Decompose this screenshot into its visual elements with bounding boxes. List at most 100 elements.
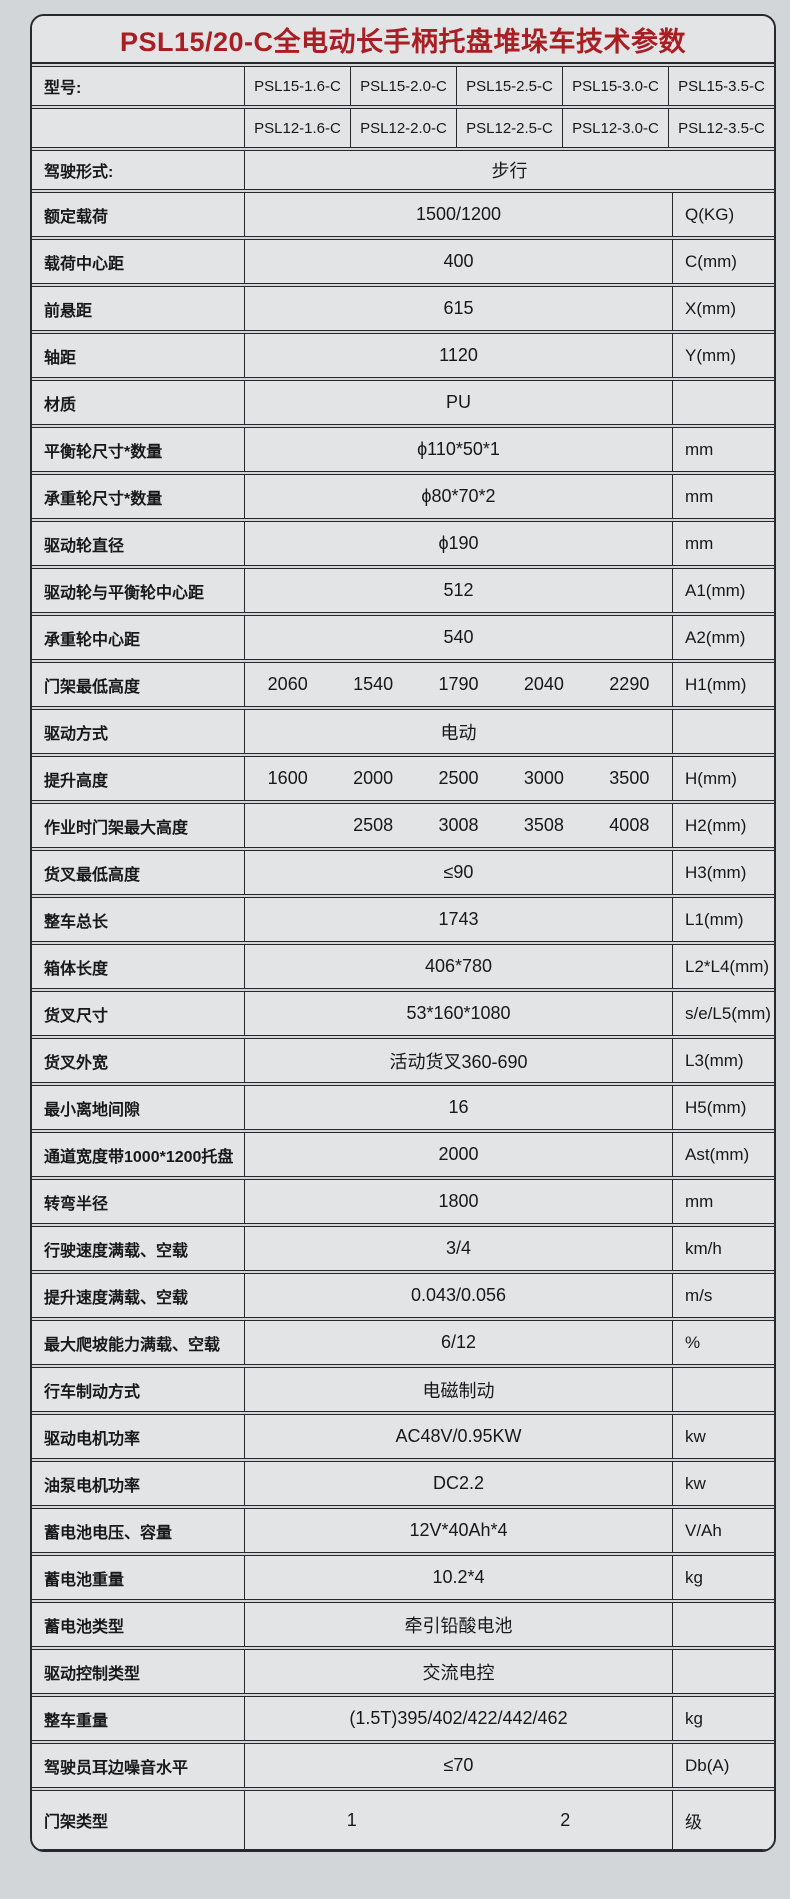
spec-value: ≤90 bbox=[244, 851, 672, 894]
spec-label: 前悬距 bbox=[44, 302, 93, 320]
spec-value: 400 bbox=[244, 240, 672, 283]
spec-value: 1800 bbox=[244, 1180, 672, 1223]
spec-value: ϕ190 bbox=[244, 522, 672, 565]
spec-row: 行车制动方式 电磁制动 bbox=[32, 1367, 774, 1412]
spec-value: 512 bbox=[244, 569, 672, 612]
spec-label: 行车制动方式 bbox=[44, 1383, 141, 1401]
model-cell: PSL12-2.5-C bbox=[456, 109, 562, 147]
spec-value: 电动 bbox=[244, 710, 672, 753]
spec-value: 1743 bbox=[244, 898, 672, 941]
spec-label: 最大爬坡能力满载、空载 bbox=[44, 1336, 221, 1354]
value-slots: 1600 2000 2500 3000 3500 bbox=[245, 768, 672, 789]
spec-unit: H2(mm) bbox=[672, 804, 774, 847]
spec-value: 步行 bbox=[244, 151, 774, 189]
spec-value: AC48V/0.95KW bbox=[244, 1415, 672, 1458]
spec-row: 额定载荷 1500/1200 Q(KG) bbox=[32, 192, 774, 237]
value-slot: 2508 bbox=[353, 815, 394, 835]
spec-label: 蓄电池电压、容量 bbox=[44, 1524, 173, 1542]
model-cell: PSL12-2.0-C bbox=[350, 109, 456, 147]
spec-row: 蓄电池类型 牵引铅酸电池 bbox=[32, 1602, 774, 1647]
spec-row: 最大爬坡能力满载、空载 6/12% bbox=[32, 1320, 774, 1365]
value-slot: 3500 bbox=[609, 768, 650, 788]
spec-unit: Y(mm) bbox=[672, 334, 774, 377]
spec-value: 1120 bbox=[244, 334, 672, 377]
spec-label: 驱动控制类型 bbox=[44, 1665, 141, 1683]
spec-label: 型号: bbox=[44, 80, 82, 97]
spec-row: 平衡轮尺寸*数量 ϕ110*50*1 mm bbox=[32, 427, 774, 472]
spec-value: 6/12 bbox=[244, 1321, 672, 1364]
spec-value: 16 bbox=[244, 1086, 672, 1129]
model-cell: PSL15-2.0-C bbox=[350, 67, 456, 105]
spec-value: 2000 bbox=[244, 1133, 672, 1176]
spec-value: DC2.2 bbox=[244, 1462, 672, 1505]
spec-row: 油泵电机功率 DC2.2 kw bbox=[32, 1461, 774, 1506]
spec-unit: L1(mm) bbox=[672, 898, 774, 941]
model-cell: PSL12-3.0-C bbox=[562, 109, 668, 147]
spec-row: 驱动轮直径 ϕ190 mm bbox=[32, 521, 774, 566]
spec-unit: kw bbox=[672, 1415, 774, 1458]
spec-label: 作业时门架最大高度 bbox=[44, 819, 189, 837]
spec-value: ϕ80*70*2 bbox=[244, 475, 672, 518]
spec-value: 电磁制动 bbox=[244, 1368, 672, 1411]
spec-label bbox=[32, 109, 244, 147]
spec-label: 门架最低高度 bbox=[44, 678, 141, 696]
spec-row: 载荷中心距 400 C(mm) bbox=[32, 239, 774, 284]
value-slot: 1600 bbox=[267, 768, 308, 788]
model-cell: PSL15-2.5-C bbox=[456, 67, 562, 105]
value-slot bbox=[245, 815, 330, 836]
spec-value: (1.5T)395/402/422/442/462 bbox=[244, 1697, 672, 1740]
spec-row: 驾驶员耳边噪音水平 ≤70 Db(A) bbox=[32, 1743, 774, 1788]
model-cell: PSL15-3.0-C bbox=[562, 67, 668, 105]
spec-unit: mm bbox=[672, 428, 774, 471]
model-cell: PSL15-1.6-C bbox=[244, 67, 350, 105]
spec-unit: mm bbox=[672, 1180, 774, 1223]
spec-value: 615 bbox=[244, 287, 672, 330]
spec-value: 406*780 bbox=[244, 945, 672, 988]
value-slots: 2508 3008 3508 4008 bbox=[245, 815, 672, 836]
spec-row: 蓄电池重量 10.2*4 kg bbox=[32, 1555, 774, 1600]
spec-label: 驱动方式 bbox=[44, 725, 109, 743]
spec-rows-container: 型号: PSL15-1.6-C PSL15-2.0-C PSL15-2.5-C PSL1… bbox=[32, 66, 774, 1850]
spec-label: 提升高度 bbox=[44, 772, 109, 790]
spec-value: 1600 2000 2500 3000 3500 bbox=[244, 757, 672, 800]
spec-label: 平衡轮尺寸*数量 bbox=[44, 443, 163, 461]
spec-value: 1500/1200 bbox=[244, 193, 672, 236]
spec-label: 驱动轮与平衡轮中心距 bbox=[44, 584, 205, 602]
spec-row: 驱动方式 电动 bbox=[32, 709, 774, 754]
spec-label: 货叉尺寸 bbox=[44, 1007, 109, 1025]
spec-label: 驾驶员耳边噪音水平 bbox=[44, 1759, 189, 1777]
spec-unit: kg bbox=[672, 1697, 774, 1740]
spec-row: 行驶速度满载、空载 3/4 km/h bbox=[32, 1226, 774, 1271]
spec-row: 驱动电机功率 AC48V/0.95KW kw bbox=[32, 1414, 774, 1459]
spec-unit: A2(mm) bbox=[672, 616, 774, 659]
spec-label: 转弯半径 bbox=[44, 1195, 109, 1213]
spec-row: 转弯半径 1800 mm bbox=[32, 1179, 774, 1224]
spec-unit bbox=[672, 710, 774, 753]
spec-value: 3/4 bbox=[244, 1227, 672, 1270]
spec-row: 箱体长度 406*780 L2*L4(mm) bbox=[32, 944, 774, 989]
value-slot: 2500 bbox=[438, 768, 479, 788]
spec-row: 整车重量 (1.5T)395/402/422/442/462 kg bbox=[32, 1696, 774, 1741]
spec-label: 材质 bbox=[44, 396, 77, 414]
spec-label: 整车总长 bbox=[44, 913, 109, 931]
value-slot: 3000 bbox=[523, 768, 564, 788]
spec-label: 货叉外宽 bbox=[44, 1054, 109, 1072]
spec-row: 货叉最低高度 ≤90 H3(mm) bbox=[32, 850, 774, 895]
value-slot: 1540 bbox=[353, 674, 394, 694]
spec-unit: H1(mm) bbox=[672, 663, 774, 706]
spec-unit: mm bbox=[672, 522, 774, 565]
value-slot: 1 bbox=[346, 1809, 357, 1830]
spec-label: 驱动电机功率 bbox=[44, 1430, 141, 1448]
spec-row: 驱动轮与平衡轮中心距 512 A1(mm) bbox=[32, 568, 774, 613]
spec-unit: Db(A) bbox=[672, 1744, 774, 1787]
spec-unit: V/Ah bbox=[672, 1509, 774, 1552]
spec-row: 提升高度 1600 2000 2500 3000 3500 H(mm) bbox=[32, 756, 774, 801]
spec-row: 材质 PU bbox=[32, 380, 774, 425]
spec-row: 门架类型 1 2 级 bbox=[32, 1790, 774, 1850]
spec-row: 作业时门架最大高度 2508 3008 3508 4008 H2(mm) bbox=[32, 803, 774, 848]
model-row: PSL12-1.6-C PSL12-2.0-C PSL12-2.5-C PSL12-3… bbox=[32, 108, 774, 148]
value-slot: 1790 bbox=[438, 674, 479, 694]
spec-unit: X(mm) bbox=[672, 287, 774, 330]
